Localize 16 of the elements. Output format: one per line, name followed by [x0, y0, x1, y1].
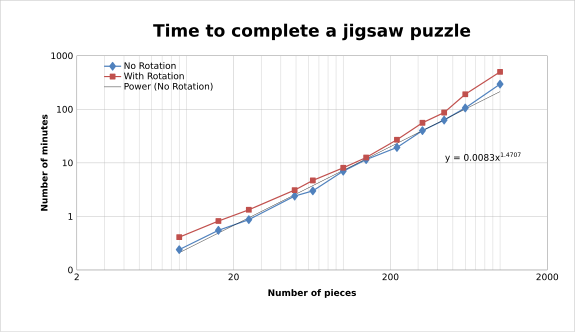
- y-tick-label: 0: [68, 266, 73, 274]
- x-tick-label: 200: [382, 274, 398, 280]
- legend-label: With Rotation: [124, 72, 184, 80]
- y-tick-label: 10: [62, 160, 73, 166]
- x-tick-label: 20: [228, 274, 239, 280]
- legend-label: No Rotation: [124, 62, 176, 70]
- x-axis-title: Number of pieces: [268, 289, 356, 298]
- chart-title: Time to complete a jigsaw puzzle: [153, 24, 470, 40]
- y-tick-label: 1000: [51, 52, 73, 60]
- y-tick-label: 1: [68, 213, 72, 220]
- y-axis-title: Number of minutes: [40, 114, 48, 211]
- x-tick-label: 2000: [536, 274, 558, 280]
- x-tick-label: 2: [74, 274, 79, 280]
- annotation: y = 0.0083x$^{1.4707}$: [445, 152, 521, 163]
- legend-label: Power (No Rotation): [124, 82, 213, 91]
- y-tick-label: 100: [57, 106, 73, 113]
